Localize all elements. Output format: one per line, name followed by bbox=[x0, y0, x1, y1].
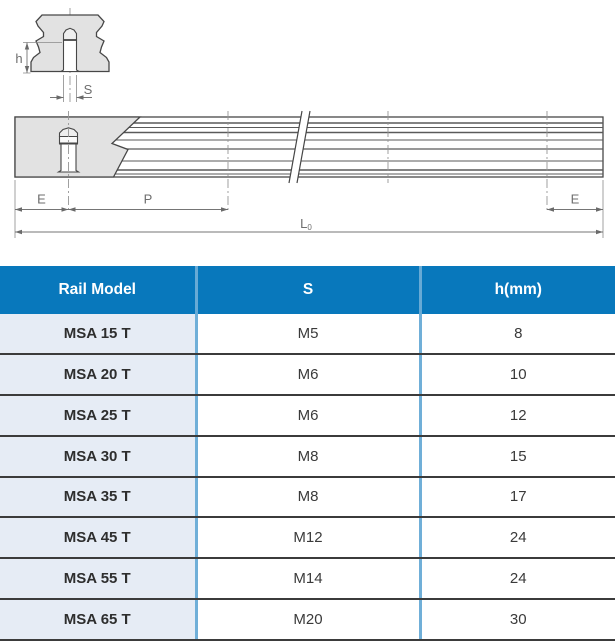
table-row: MSA 30 T M8 15 bbox=[0, 436, 615, 478]
dimension-s: S bbox=[50, 75, 93, 102]
s-value-cell: M20 bbox=[197, 600, 422, 639]
rail-side-view-figure bbox=[14, 110, 604, 213]
s-value-cell: M12 bbox=[197, 518, 422, 558]
h-value-cell: 24 bbox=[421, 559, 615, 599]
rail-model-cell: MSA 65 T bbox=[0, 600, 198, 639]
dimension-l0: L0 bbox=[15, 216, 603, 235]
rail-model-cell: MSA 45 T bbox=[0, 518, 198, 558]
s-value-cell: M6 bbox=[197, 395, 422, 435]
h-value-cell: 15 bbox=[421, 436, 615, 476]
cutaway-section bbox=[14, 116, 142, 178]
rail-model-cell: MSA 25 T bbox=[0, 395, 198, 435]
header-cell-s: S bbox=[198, 266, 422, 314]
s-value-cell: M5 bbox=[197, 314, 422, 353]
s-value-cell: M8 bbox=[197, 477, 422, 517]
dimension-e-left: E bbox=[14, 180, 69, 238]
table-header-row: Rail Model S h(mm) bbox=[0, 266, 615, 314]
rail-technical-drawing: h S bbox=[14, 8, 604, 238]
table-row: MSA 65 T M20 30 bbox=[0, 600, 615, 641]
h-value-cell: 12 bbox=[421, 395, 615, 435]
header-cell-h: h(mm) bbox=[494, 281, 542, 298]
dimension-p: P bbox=[68, 192, 228, 212]
rail-model-cell: MSA 15 T bbox=[0, 314, 198, 353]
h-value-cell: 8 bbox=[421, 314, 615, 353]
table-row: MSA 15 T M5 8 bbox=[0, 314, 615, 355]
dim-label-s: S bbox=[84, 82, 93, 97]
rail-model-cell: MSA 35 T bbox=[0, 477, 198, 517]
s-value-cell: M8 bbox=[197, 436, 422, 476]
dimension-e-right: E bbox=[547, 180, 604, 238]
thread-hole-body bbox=[59, 39, 81, 73]
rail-model-cell: MSA 30 T bbox=[0, 436, 198, 476]
table-row: MSA 55 T M14 24 bbox=[0, 559, 615, 601]
dim-label-e-left: E bbox=[37, 192, 46, 207]
rail-cross-section-figure bbox=[30, 8, 110, 104]
thread-hole-cap bbox=[62, 27, 78, 41]
dim-label-h: h bbox=[15, 51, 22, 66]
table-row: MSA 45 T M12 24 bbox=[0, 518, 615, 560]
rail-spec-table: Rail Model S h(mm) MSA 15 T M5 8 MSA 20 … bbox=[0, 266, 615, 641]
table-row: MSA 20 T M6 10 bbox=[0, 354, 615, 396]
table-row: MSA 35 T M8 17 bbox=[0, 477, 615, 519]
h-value-cell: 10 bbox=[421, 354, 615, 394]
dim-label-l0: L0 bbox=[300, 216, 312, 232]
s-value-cell: M6 bbox=[197, 354, 422, 394]
rail-model-cell: MSA 55 T bbox=[0, 559, 198, 599]
h-value-cell: 17 bbox=[421, 477, 615, 517]
rail-model-cell: MSA 20 T bbox=[0, 354, 198, 394]
dim-label-e-right: E bbox=[571, 192, 580, 207]
dim-label-p: P bbox=[144, 192, 153, 207]
table-row: MSA 25 T M6 12 bbox=[0, 395, 615, 437]
break-marks bbox=[288, 110, 311, 184]
header-cell-rail-model: Rail Model bbox=[0, 266, 198, 314]
h-value-cell: 30 bbox=[421, 600, 615, 639]
dimension-h: h bbox=[15, 42, 62, 74]
s-value-cell: M14 bbox=[197, 559, 422, 599]
h-value-cell: 24 bbox=[421, 518, 615, 558]
